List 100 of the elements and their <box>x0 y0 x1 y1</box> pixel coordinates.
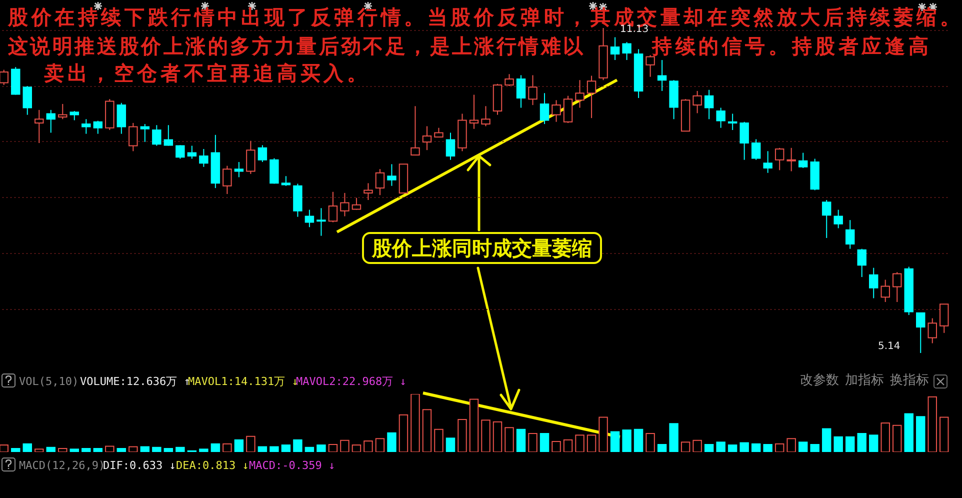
candlestick <box>481 106 490 127</box>
candlestick <box>246 140 256 174</box>
bar <box>70 448 80 452</box>
candlestick <box>375 168 385 196</box>
bar <box>270 446 279 452</box>
bar <box>646 432 655 452</box>
candlestick <box>798 152 808 168</box>
bar <box>281 444 291 452</box>
candlestick <box>822 199 832 238</box>
candlestick <box>364 182 373 200</box>
candlestick <box>728 113 738 131</box>
text: VOL(5,10) <box>19 375 79 388</box>
bar <box>398 414 408 452</box>
candlestick <box>234 162 244 178</box>
bar <box>304 446 314 452</box>
bar <box>328 444 338 452</box>
candlestick <box>834 209 843 229</box>
bar <box>822 428 832 452</box>
text: MACD:-0.359 ↓ <box>249 459 336 472</box>
candlestick <box>199 148 208 168</box>
bar <box>904 413 914 452</box>
bar <box>128 446 138 452</box>
bar <box>316 444 326 452</box>
candlestick <box>304 209 314 228</box>
candlestick <box>916 312 926 353</box>
bar <box>446 438 456 452</box>
bar <box>763 444 772 452</box>
bar <box>375 438 385 452</box>
bar <box>34 448 44 452</box>
bar <box>622 429 632 452</box>
bar <box>892 424 902 452</box>
bar <box>481 420 490 452</box>
bar <box>504 427 514 452</box>
candlestick <box>892 272 902 302</box>
bar <box>11 448 20 452</box>
candlestick <box>116 102 126 134</box>
bar <box>458 419 467 452</box>
text: MAVOL2:22.968万 ↓ <box>296 375 406 388</box>
bar <box>634 428 644 452</box>
candlestick <box>469 94 479 130</box>
candlestick <box>646 54 655 78</box>
bar <box>82 448 91 452</box>
bar <box>410 394 420 452</box>
candlestick <box>928 318 937 344</box>
candlestick <box>763 150 772 174</box>
candlestick <box>352 197 362 210</box>
candlestick <box>528 74 538 106</box>
bar <box>176 446 185 452</box>
candlestick <box>786 147 796 172</box>
annotation: 股价上涨同时成交量萎缩 <box>362 232 602 264</box>
bar <box>93 448 103 452</box>
candlestick <box>93 120 103 134</box>
bar <box>845 436 855 452</box>
bar <box>528 432 538 452</box>
bar <box>293 439 302 452</box>
bar <box>422 409 432 452</box>
candlestick <box>434 127 444 138</box>
bar <box>58 448 68 452</box>
candlestick <box>281 176 291 186</box>
bar <box>716 442 726 452</box>
bar <box>928 396 937 452</box>
candlestick <box>140 124 150 142</box>
bar <box>610 431 620 452</box>
candlestick <box>716 107 726 128</box>
bar <box>46 446 56 452</box>
bar <box>22 443 32 452</box>
bar <box>234 439 244 452</box>
candlestick <box>270 158 279 184</box>
bar <box>540 432 550 452</box>
bar <box>516 428 526 452</box>
candlestick <box>857 248 866 278</box>
bar <box>434 428 444 452</box>
bar <box>364 440 373 452</box>
bar <box>810 444 820 452</box>
candlestick <box>58 103 68 120</box>
bar <box>868 434 878 452</box>
bar <box>210 443 220 452</box>
candlestick <box>504 74 514 87</box>
bar <box>164 448 174 452</box>
annotation: 这说明推送股价上涨的多方力量后劲不足，是上涨行情难以 <box>8 34 586 58</box>
candlestick <box>751 138 761 160</box>
bar <box>258 446 268 452</box>
bar <box>798 442 808 452</box>
bar <box>152 446 162 452</box>
candlestick <box>70 110 80 121</box>
candlestick <box>516 74 526 108</box>
candlestick <box>222 165 232 195</box>
candlestick <box>774 147 784 171</box>
candlestick <box>880 279 890 302</box>
candlestick <box>422 126 432 151</box>
candlestick <box>563 95 573 124</box>
annotation: 5.14 <box>878 341 900 352</box>
text: DEA:0.813 ↓ <box>176 459 249 472</box>
candlestick <box>164 124 174 146</box>
bar <box>352 444 362 452</box>
candlestick <box>446 132 456 160</box>
candlestick <box>340 192 350 217</box>
bar <box>116 448 126 452</box>
bar <box>598 416 608 452</box>
bar <box>680 442 690 452</box>
